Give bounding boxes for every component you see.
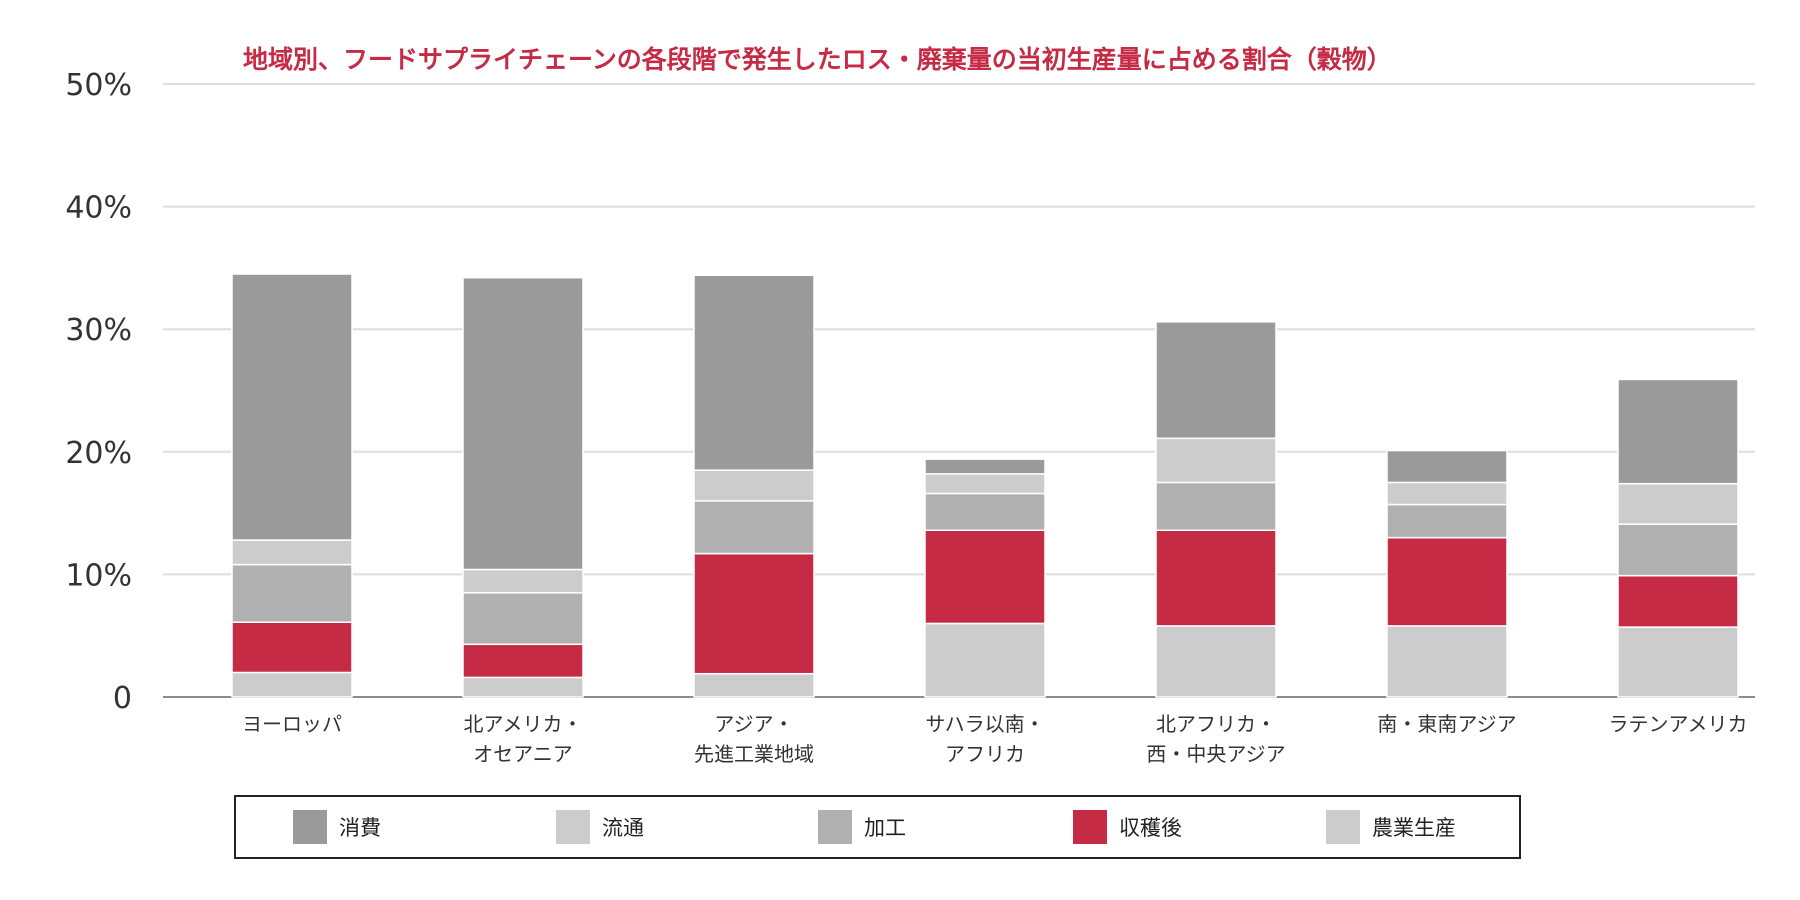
bar-segment <box>462 592 584 646</box>
x-tick-label: 北アフリカ・ <box>1156 712 1276 736</box>
bar-stack <box>462 276 584 698</box>
bar-segment <box>231 621 353 674</box>
x-tick-label: アジア・ <box>714 712 793 736</box>
y-tick-label: 10% <box>65 558 132 593</box>
x-tick-label: 南・東南アジア <box>1377 712 1516 736</box>
bars <box>231 273 1739 698</box>
x-tick-label: オセアニア <box>473 742 573 766</box>
legend-label: 収穫後 <box>1119 816 1182 840</box>
bar-segment <box>924 473 1046 495</box>
bar-segment <box>924 622 1046 698</box>
bar-segment <box>231 671 353 698</box>
bar-segment <box>693 274 815 471</box>
bar-stack <box>924 458 1046 698</box>
bar-stack <box>1155 321 1277 698</box>
x-tick-label: アフリカ <box>945 742 1025 766</box>
bar-segment <box>1617 378 1739 485</box>
bar-segment <box>924 529 1046 625</box>
x-tick-label: 先進工業地域 <box>694 742 814 766</box>
bar-segment <box>1386 536 1508 627</box>
legend-box <box>234 795 1521 859</box>
x-tick-label: ラテンアメリカ <box>1609 712 1748 736</box>
bar-stack <box>1386 449 1508 698</box>
legend-swatch <box>556 810 590 844</box>
y-axis-ticks: 0 10% 20% 30% 40% 50% <box>65 68 132 716</box>
legend-label: 消費 <box>339 816 381 840</box>
x-tick-label: ヨーロッパ <box>242 712 342 736</box>
bar-segment <box>1617 574 1739 628</box>
bar-stack <box>231 273 353 698</box>
legend-swatch <box>818 810 852 844</box>
bar-segment <box>693 500 815 555</box>
legend: 消費 流通 加工 収穫後 農業生産 <box>234 795 1521 859</box>
bar-segment <box>1155 321 1277 440</box>
x-axis-ticks: ヨーロッパ 北アメリカ・オセアニア アジア・先進工業地域 サハラ以南・アフリカ 北アフリ… <box>242 712 1748 766</box>
bar-segment <box>462 643 584 679</box>
bar-segment <box>1155 625 1277 698</box>
y-tick-label: 30% <box>65 313 132 348</box>
bar-segment <box>1155 481 1277 532</box>
y-tick-label: 20% <box>65 436 132 471</box>
bar-segment <box>693 552 815 675</box>
bar-segment <box>1617 523 1739 577</box>
bar-stack <box>1617 378 1739 698</box>
legend-label: 流通 <box>602 816 644 840</box>
bar-segment <box>1386 481 1508 506</box>
y-tick-label: 0 <box>113 681 132 716</box>
bar-stack <box>693 274 815 698</box>
bar-segment <box>462 676 584 698</box>
x-tick-label: 北アメリカ・ <box>464 712 583 736</box>
legend-swatch <box>293 810 327 844</box>
bar-segment <box>693 469 815 502</box>
chart-title: 地域別、フードサプライチェーンの各段階で発生したロス・廃棄量の当初生産量に占める… <box>243 45 1392 74</box>
bar-segment <box>1617 626 1739 698</box>
bar-segment <box>231 563 353 623</box>
legend-label: 加工 <box>864 816 906 840</box>
bar-segment <box>462 568 584 594</box>
legend-swatch <box>1326 810 1360 844</box>
legend-label: 農業生産 <box>1372 816 1456 840</box>
bar-segment <box>1617 482 1739 525</box>
bar-segment <box>1386 503 1508 539</box>
bar-segment <box>1155 529 1277 627</box>
x-tick-label: 西・中央アジア <box>1146 742 1285 766</box>
bar-segment <box>462 276 584 571</box>
bar-segment <box>1386 449 1508 484</box>
y-tick-label: 40% <box>65 191 132 226</box>
y-tick-label: 50% <box>65 68 132 103</box>
legend-swatch <box>1073 810 1107 844</box>
x-tick-label: サハラ以南・ <box>925 712 1044 736</box>
bar-segment <box>1155 437 1277 484</box>
bar-segment <box>693 672 815 698</box>
bar-segment <box>1386 625 1508 698</box>
bar-segment <box>924 492 1046 532</box>
bar-segment <box>924 458 1046 475</box>
bar-segment <box>231 539 353 566</box>
bar-segment <box>231 273 353 541</box>
